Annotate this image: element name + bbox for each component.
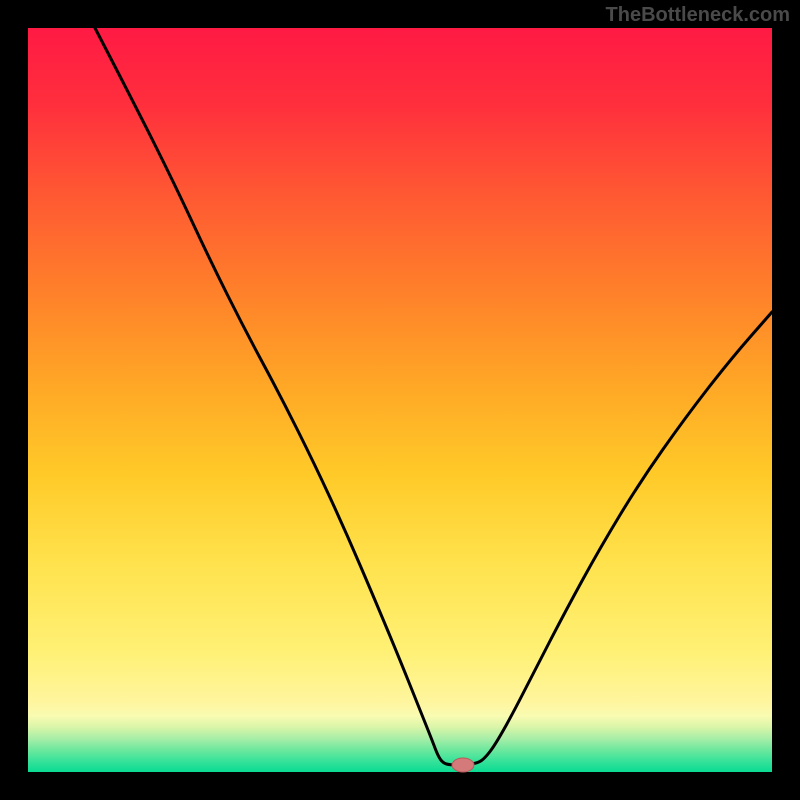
watermark-text: TheBottleneck.com — [606, 4, 790, 27]
optimal-point-marker — [452, 758, 474, 772]
chart-svg — [0, 0, 800, 800]
chart-container: TheBottleneck.com — [0, 0, 800, 800]
